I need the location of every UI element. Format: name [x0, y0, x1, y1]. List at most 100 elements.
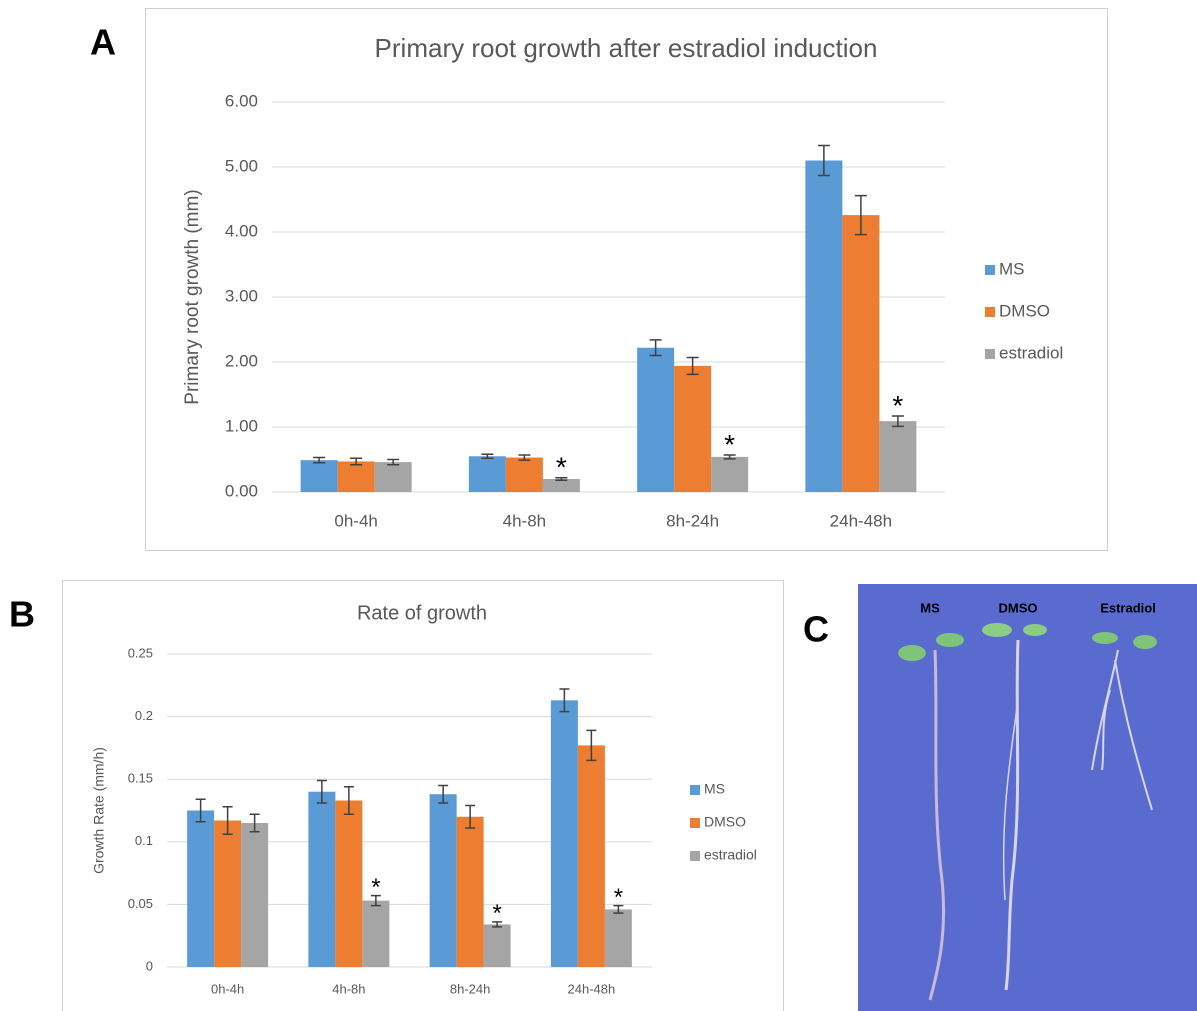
bar: [374, 462, 412, 492]
error-bar: [249, 813, 260, 833]
leaf: [1023, 624, 1047, 636]
legend-label: estradiol: [704, 847, 757, 863]
legend-label: estradiol: [999, 343, 1063, 362]
error-bar: [559, 688, 570, 713]
leaf: [936, 633, 964, 647]
legend-label: MS: [999, 259, 1025, 278]
error-bar: [438, 784, 449, 804]
bar: [879, 421, 917, 492]
bar: [842, 215, 880, 492]
bar: [214, 820, 242, 967]
legend-swatch: [690, 785, 700, 795]
chart-title: Rate of growth: [357, 602, 487, 624]
error-bar: [370, 894, 381, 907]
y-tick-label: 0.05: [128, 896, 153, 911]
bar: [604, 909, 632, 967]
bar: [711, 456, 749, 492]
bar: [468, 456, 506, 492]
y-tick-label: 4.00: [225, 221, 258, 240]
leaf: [1092, 632, 1118, 644]
legend-swatch: [985, 265, 995, 275]
legend-label: DMSO: [704, 814, 746, 830]
y-tick-label: 0.00: [225, 481, 258, 500]
y-axis-label: Growth Rate (mm/h): [91, 747, 107, 874]
significance-label: *: [724, 429, 735, 460]
panel-label: B: [9, 594, 35, 635]
bar: [337, 461, 375, 492]
bar: [550, 700, 578, 967]
error-bar: [481, 453, 494, 459]
bar: [637, 347, 675, 492]
x-tick-label: 4h-8h: [503, 511, 546, 530]
error-bar: [686, 356, 699, 376]
y-tick-label: 1.00: [225, 416, 258, 435]
error-bar: [649, 339, 662, 357]
bar: [187, 810, 215, 967]
error-bar: [518, 454, 531, 461]
bar: [577, 745, 605, 967]
root: [928, 649, 946, 1001]
error-bar: [817, 144, 830, 177]
panel-label: C: [803, 609, 829, 650]
chart-title: Primary root growth after estradiol indu…: [375, 33, 878, 63]
y-tick-label: 0.25: [128, 645, 153, 660]
bar: [483, 924, 511, 967]
error-bar: [854, 194, 867, 236]
legend-label: MS: [704, 781, 725, 797]
y-tick-label: 0.1: [135, 833, 153, 848]
error-bar: [316, 779, 327, 804]
error-bar: [343, 785, 354, 816]
leaf: [982, 623, 1012, 637]
error-bar: [313, 456, 326, 464]
legend-swatch: [690, 818, 700, 828]
x-tick-label: 4h-8h: [332, 981, 365, 996]
legend-swatch: [985, 307, 995, 317]
bar: [542, 479, 580, 492]
error-bar: [613, 904, 624, 914]
y-axis-label: Primary root growth (mm): [182, 189, 203, 404]
y-tick-label: 0: [146, 958, 153, 973]
y-tick-label: 5.00: [225, 156, 258, 175]
x-tick-label: 24h-48h: [568, 981, 616, 996]
bar: [674, 365, 712, 492]
photo-label: MS: [920, 600, 940, 615]
x-tick-label: 0h-4h: [211, 981, 244, 996]
bar: [456, 816, 484, 967]
root: [1002, 699, 1019, 901]
significance-label: *: [892, 390, 903, 421]
bar: [300, 460, 338, 492]
bar: [335, 800, 363, 967]
chart-frame: [145, 8, 1108, 551]
error-bar: [465, 804, 476, 829]
y-tick-label: 6.00: [225, 91, 258, 110]
error-bar: [492, 921, 503, 928]
error-bar: [350, 457, 363, 466]
bar: [308, 791, 336, 967]
significance-label: *: [371, 874, 380, 901]
root: [1091, 649, 1153, 811]
y-tick-label: 3.00: [225, 286, 258, 305]
significance-label: *: [556, 452, 567, 483]
error-bar: [891, 415, 904, 428]
leaf: [1133, 635, 1157, 649]
y-tick-label: 0.2: [135, 708, 153, 723]
significance-label: *: [614, 884, 623, 911]
bar: [362, 900, 390, 967]
leaf: [898, 645, 926, 661]
x-tick-label: 0h-4h: [334, 511, 377, 530]
error-bar: [723, 454, 736, 460]
panel-label: A: [90, 22, 116, 63]
error-bar: [195, 798, 206, 823]
legend-swatch: [985, 349, 995, 359]
bar: [241, 823, 269, 967]
legend-label: DMSO: [999, 301, 1050, 320]
bar: [805, 160, 843, 492]
x-tick-label: 8h-24h: [666, 511, 719, 530]
error-bar: [586, 729, 597, 762]
legend-swatch: [690, 851, 700, 861]
x-tick-label: 8h-24h: [450, 981, 490, 996]
error-bar: [387, 458, 400, 466]
significance-label: *: [492, 900, 501, 927]
